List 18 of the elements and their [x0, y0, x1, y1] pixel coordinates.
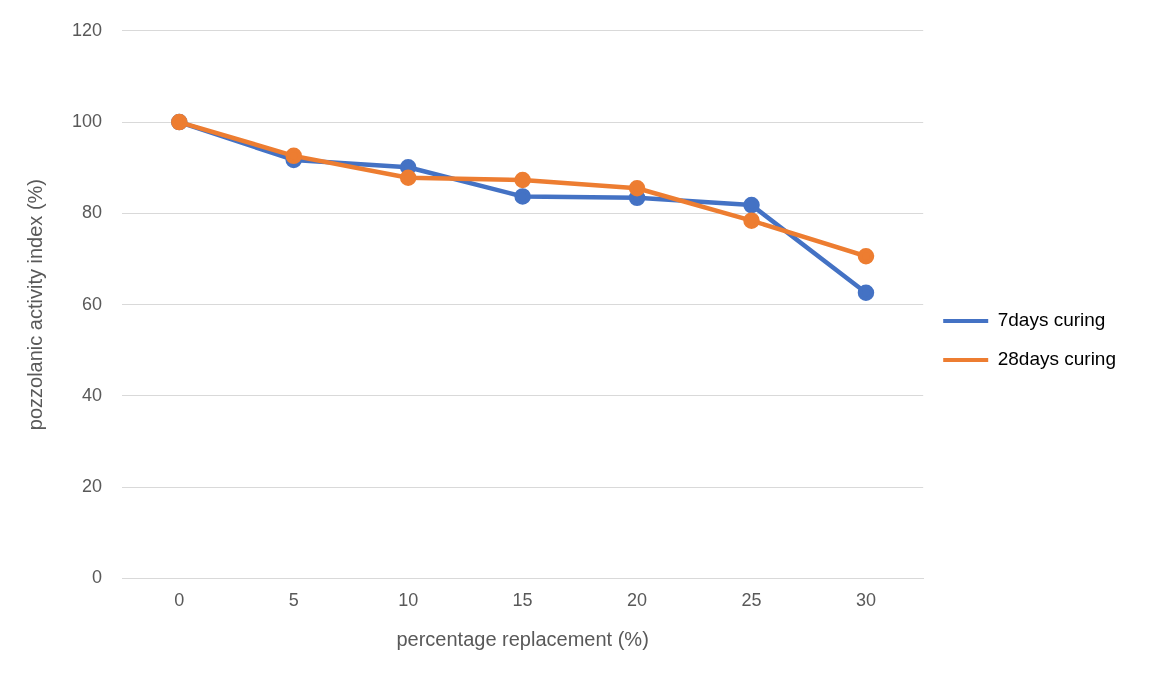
- y-tick-label: 60: [82, 293, 103, 314]
- x-axis-title: percentage replacement (%): [396, 627, 649, 650]
- y-tick-label: 120: [71, 19, 103, 40]
- y-tick-label: 20: [82, 476, 103, 497]
- x-tick-label: 15: [512, 590, 533, 611]
- y-axis-title: pozzolanic activity index (%): [23, 178, 46, 431]
- x-tick-label: 10: [398, 590, 419, 611]
- y-tick-label: 0: [92, 567, 103, 588]
- y-tick-label: 40: [82, 384, 103, 405]
- y-tick-label: 80: [82, 202, 103, 223]
- y-tick-label: 100: [71, 111, 103, 132]
- x-tick-label: 30: [855, 590, 876, 611]
- legend-label: 7days curing: [997, 309, 1106, 331]
- x-tick-label: 5: [288, 590, 299, 611]
- x-tick-label: 0: [174, 590, 185, 611]
- legend-label: 28days curing: [997, 348, 1116, 370]
- x-tick-label: 25: [741, 590, 762, 611]
- x-tick-label: 20: [627, 590, 648, 611]
